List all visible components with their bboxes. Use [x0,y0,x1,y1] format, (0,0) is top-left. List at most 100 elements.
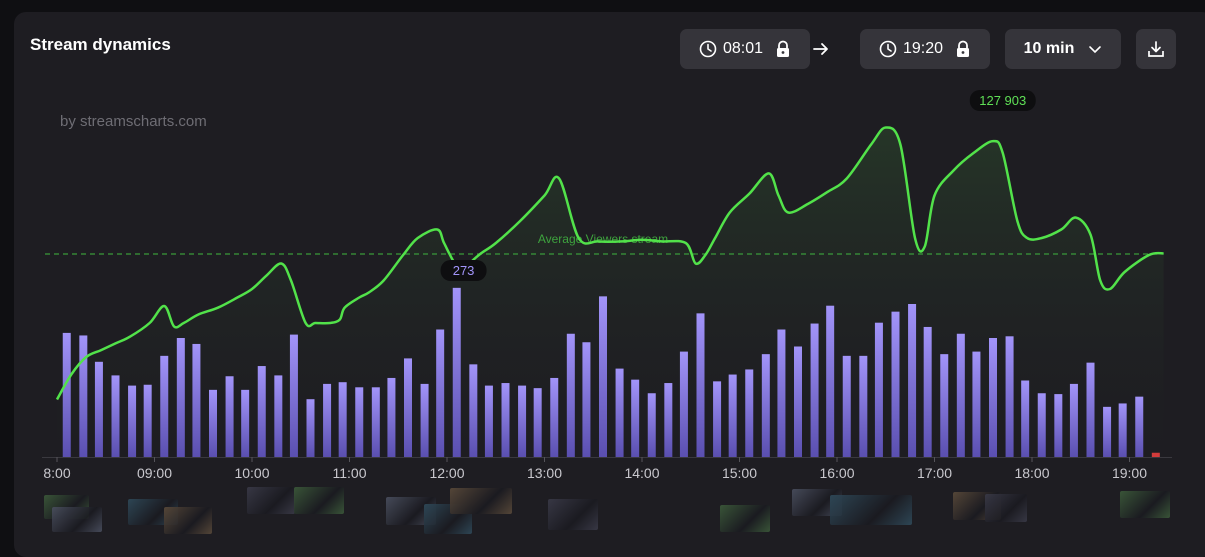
viewer-bar [631,379,640,457]
bar-value-label: 273 [453,263,475,278]
viewer-bar [1118,403,1127,457]
x-tick-label: 13:00 [527,465,562,481]
viewer-bar [826,305,835,457]
average-label: Average Viewers stream [538,232,668,246]
interval-select[interactable]: 10 min [1005,29,1121,69]
viewer-bar [1103,406,1112,457]
stream-thumbnail [52,507,102,532]
viewer-bar [582,342,591,457]
viewer-bar [940,354,949,457]
clock-icon [699,40,717,58]
viewer-bar [615,368,624,457]
stream-thumbnail [548,499,598,530]
viewer-bar [501,383,510,457]
chevron-down-icon [1089,46,1102,54]
x-tick-label: 09:00 [137,465,172,481]
viewer-bar [761,354,770,457]
x-tick-label: 10:00 [234,465,269,481]
viewer-bar [371,387,380,457]
viewer-bar [289,334,298,457]
x-tick-label: 18:00 [1014,465,1049,481]
viewer-bar [94,361,103,457]
peak-badge [969,90,1036,111]
viewer-bar [794,346,802,457]
viewer-bar [469,364,478,457]
viewers-line [55,126,1164,401]
viewer-bar [891,311,900,457]
watermark: by streamscharts.com [60,113,207,130]
viewer-bar [160,355,169,457]
viewer-bar [518,385,527,457]
viewer-bar [550,377,559,457]
bar-value-badge [440,260,487,281]
viewer-bar [323,383,332,457]
viewer-bar [923,326,932,457]
download-icon [1148,41,1164,57]
viewer-bar [128,385,137,457]
viewer-bar [533,388,542,457]
viewer-bar [225,376,234,457]
end-time-button[interactable]: 19:20 [860,29,990,69]
viewer-bar [842,355,851,457]
viewer-bar [257,366,266,457]
viewer-bar [387,377,396,457]
x-tick-label: 8:00 [43,465,70,481]
viewer-bar [874,322,883,457]
viewer-bar [274,375,283,457]
peak-label: 127 903 [979,93,1026,108]
panel-title: Stream dynamics [30,35,171,54]
viewer-bar [176,338,185,457]
viewer-bar [908,304,917,457]
viewer-bar [452,287,461,457]
viewer-bar [956,333,965,457]
viewer-bar [989,338,997,457]
viewer-bar [1021,380,1030,457]
viewer-bar [241,389,250,457]
x-tick-label: 16:00 [819,465,854,481]
interval-value: 10 min [1023,40,1075,57]
viewer-bar [972,351,981,457]
viewer-bar [79,335,88,457]
viewer-bar [355,387,364,457]
x-tick-label: 12:00 [429,465,464,481]
viewer-bar [810,323,819,457]
viewer-bar [696,313,705,457]
x-tick-label: 19:00 [1112,465,1147,481]
lock-icon [777,40,790,57]
viewer-bar [338,382,347,457]
arrow-right-icon [813,43,828,55]
viewer-bar [679,351,688,457]
viewer-bar [664,383,673,457]
viewer-bar [436,329,445,457]
viewer-bar [1086,362,1095,457]
start-time-button[interactable]: 08:01 [680,29,810,69]
viewer-bar [209,389,217,457]
viewer-bar [62,332,71,457]
viewer-bar [484,385,493,457]
viewer-bar [599,296,607,457]
line-area [57,127,1164,457]
stream-thumbnail [294,487,344,514]
stream-thumbnail [1120,491,1170,518]
viewer-bar [404,358,412,457]
viewer-bar [192,343,201,457]
viewer-bar [859,355,868,457]
x-tick-label: 11:00 [333,465,367,481]
stream-thumbnail [164,507,212,534]
viewer-bar [306,399,315,457]
viewer-bar [1151,452,1160,457]
viewer-bar [777,329,786,457]
stream-thumbnail [247,487,295,514]
start-time-value: 08:01 [722,40,764,57]
viewer-bar [111,375,120,457]
viewer-bar [728,374,737,457]
download-button[interactable] [1136,29,1176,69]
viewer-bar [1037,393,1046,457]
x-tick-label: 17:00 [917,465,952,481]
viewer-bar [143,384,152,457]
x-tick-label: 14:00 [624,465,659,481]
x-tick-label: 15:00 [722,465,757,481]
stream-thumbnail [450,488,512,514]
viewer-bar [745,369,754,457]
viewer-bar [566,333,575,457]
